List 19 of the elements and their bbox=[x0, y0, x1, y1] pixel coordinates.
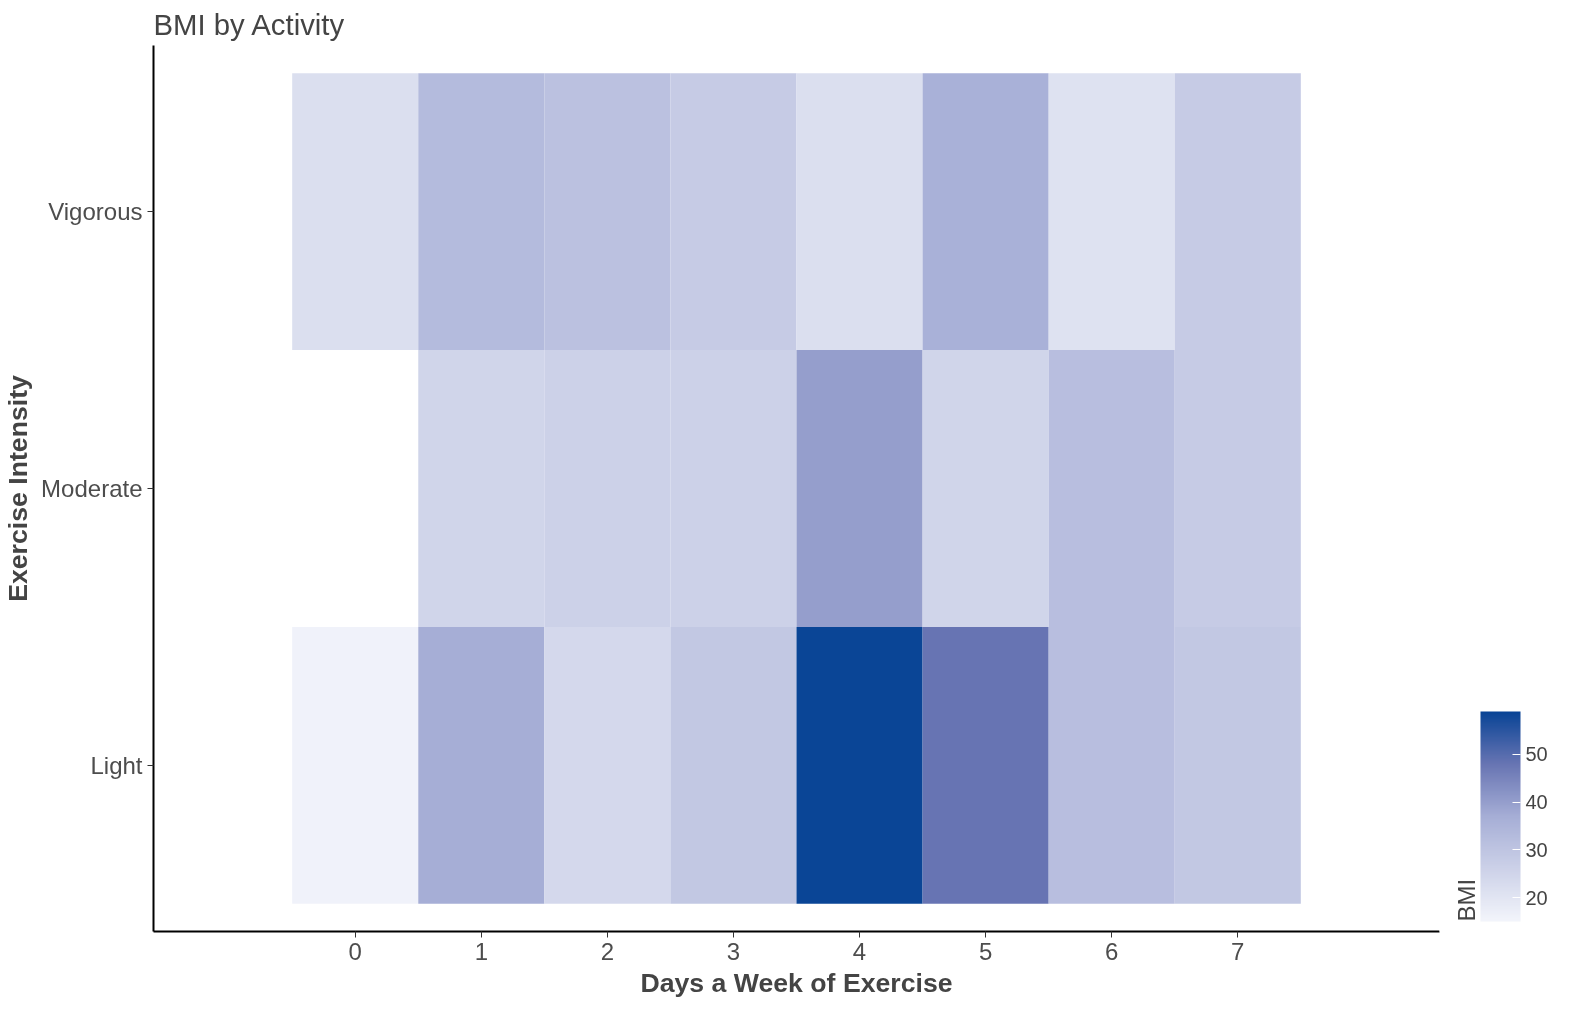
y-axis-title: Exercise Intensity bbox=[3, 374, 34, 602]
color-bar-label: 30 bbox=[1525, 838, 1548, 861]
x-tick-label: 7 bbox=[1231, 937, 1245, 965]
y-tick-label: Moderate bbox=[41, 475, 143, 502]
x-tick-label: 3 bbox=[726, 937, 741, 965]
x-tick-label: 4 bbox=[852, 937, 867, 965]
color-bar-title: BMI bbox=[1452, 878, 1480, 922]
color-bar-label: 20 bbox=[1525, 886, 1548, 909]
y-tick-label: Vigorous bbox=[48, 198, 143, 226]
x-tick-label: 1 bbox=[474, 937, 488, 965]
x-tick-label: 6 bbox=[1105, 937, 1119, 965]
x-tick-label: 2 bbox=[600, 937, 615, 965]
chart-title: BMI by Activity bbox=[153, 7, 345, 41]
x-tick-label: 0 bbox=[348, 937, 362, 965]
x-tick-label: 5 bbox=[978, 937, 993, 965]
y-tick-label: Light bbox=[90, 751, 143, 779]
x-axis-title: Days a Week of Exercise bbox=[640, 967, 953, 998]
color-bar-label: 40 bbox=[1525, 791, 1548, 814]
color-bar-label: 50 bbox=[1525, 743, 1548, 766]
